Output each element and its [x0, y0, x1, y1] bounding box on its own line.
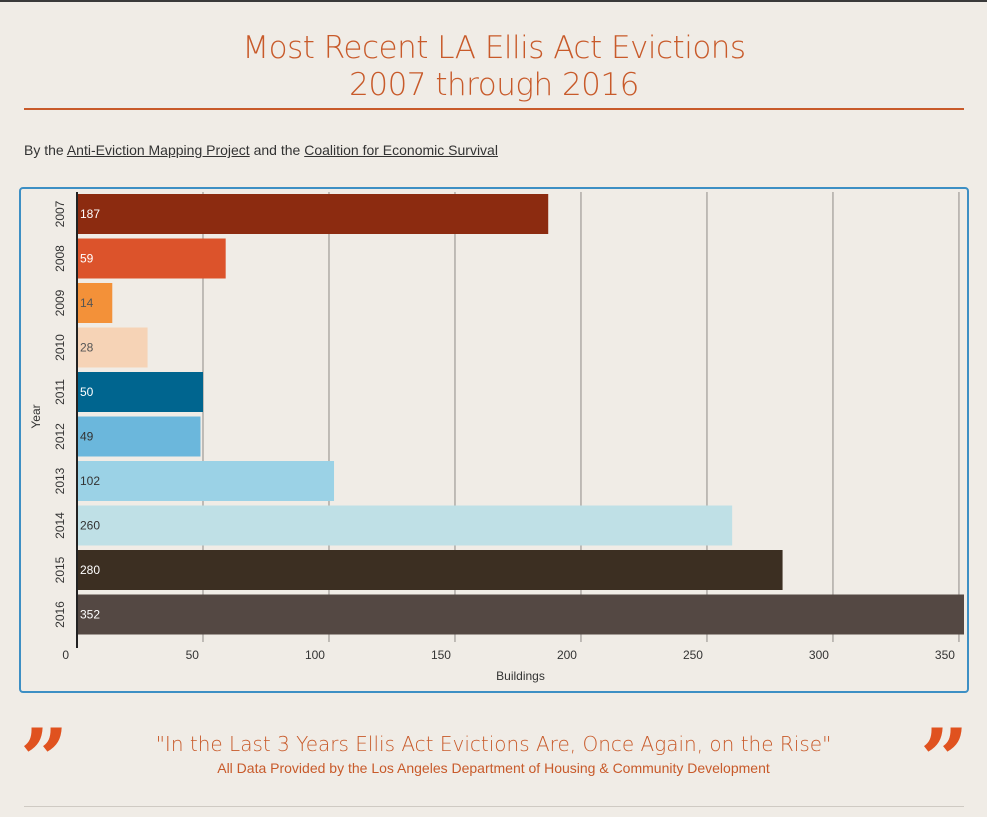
close-quote-icon: ” [920, 710, 969, 809]
bar-2010 [77, 327, 148, 368]
y-tick-2007: 2007 [53, 200, 67, 227]
quote-headline: "In the Last 3 Years Ellis Act Evictions… [155, 732, 832, 756]
bar-label-2013: 102 [80, 474, 100, 488]
byline-prefix: By the [24, 142, 64, 158]
y-tick-2010: 2010 [53, 334, 67, 361]
bar-2008 [77, 238, 226, 279]
x-tick-150: 150 [431, 648, 451, 662]
x-axis-title: Buildings [496, 669, 545, 683]
y-axis-title: Year [29, 404, 43, 428]
bar-label-2007: 187 [80, 207, 100, 221]
y-tick-2015: 2015 [53, 556, 67, 583]
bar-label-2015: 280 [80, 563, 100, 577]
y-tick-2008: 2008 [53, 245, 67, 272]
y-tick-2014: 2014 [53, 512, 67, 539]
x-tick-350: 350 [935, 648, 955, 662]
x-tick-100: 100 [305, 648, 325, 662]
bar-2015 [77, 550, 783, 590]
byline: By the Anti-Eviction Mapping Project and… [24, 142, 498, 158]
y-tick-2009: 2009 [53, 289, 67, 316]
bar-label-2011: 50 [80, 385, 94, 399]
bar-label-2010: 28 [80, 341, 94, 355]
bar-2012 [77, 416, 201, 457]
y-tick-2013: 2013 [53, 467, 67, 494]
title-divider [24, 108, 964, 110]
open-quote-icon: ” [20, 710, 69, 809]
anti-eviction-mapping-project-link[interactable]: Anti-Eviction Mapping Project [66, 142, 250, 158]
bar-label-2014: 260 [80, 519, 100, 533]
y-tick-2012: 2012 [53, 423, 67, 450]
bar-2007 [77, 194, 549, 234]
y-tick-2016: 2016 [53, 601, 67, 628]
title-line-1: Most Recent LA Ellis Act Evictions [242, 30, 746, 66]
bar-2013 [77, 461, 335, 501]
bar-label-2009: 14 [80, 296, 94, 310]
bar-2016 [77, 594, 964, 635]
data-source-note: All Data Provided by the Los Angeles Dep… [217, 760, 770, 776]
x-tick-200: 200 [557, 648, 577, 662]
bar-label-2016: 352 [80, 608, 100, 622]
bottom-divider [24, 806, 964, 807]
chart-container: 187 2007 59 2008 14 2009 28 2010 50 2011 49 2012 102… [19, 187, 969, 693]
bar-chart: 187 2007 59 2008 14 2009 28 2010 50 2011 49 2012 102… [29, 192, 964, 683]
bar-2009 [77, 283, 113, 323]
x-tick-0: 0 [62, 648, 69, 662]
y-tick-2011: 2011 [53, 379, 67, 405]
bar-label-2008: 59 [80, 252, 94, 266]
x-tick-50: 50 [186, 648, 200, 662]
coalition-for-economic-survival-link[interactable]: Coalition for Economic Survival [304, 142, 498, 158]
title-line-2: 2007 through 2016 [349, 67, 639, 103]
bar-2014 [77, 505, 733, 546]
x-tick-300: 300 [809, 648, 829, 662]
bar-label-2012: 49 [80, 430, 94, 444]
byline-middle: and the [253, 142, 301, 158]
page-title: Most Recent LA Ellis Act Evictions 2007 … [24, 30, 964, 104]
x-tick-250: 250 [683, 648, 703, 662]
bar-2011 [77, 372, 203, 412]
top-rule [0, 0, 987, 2]
